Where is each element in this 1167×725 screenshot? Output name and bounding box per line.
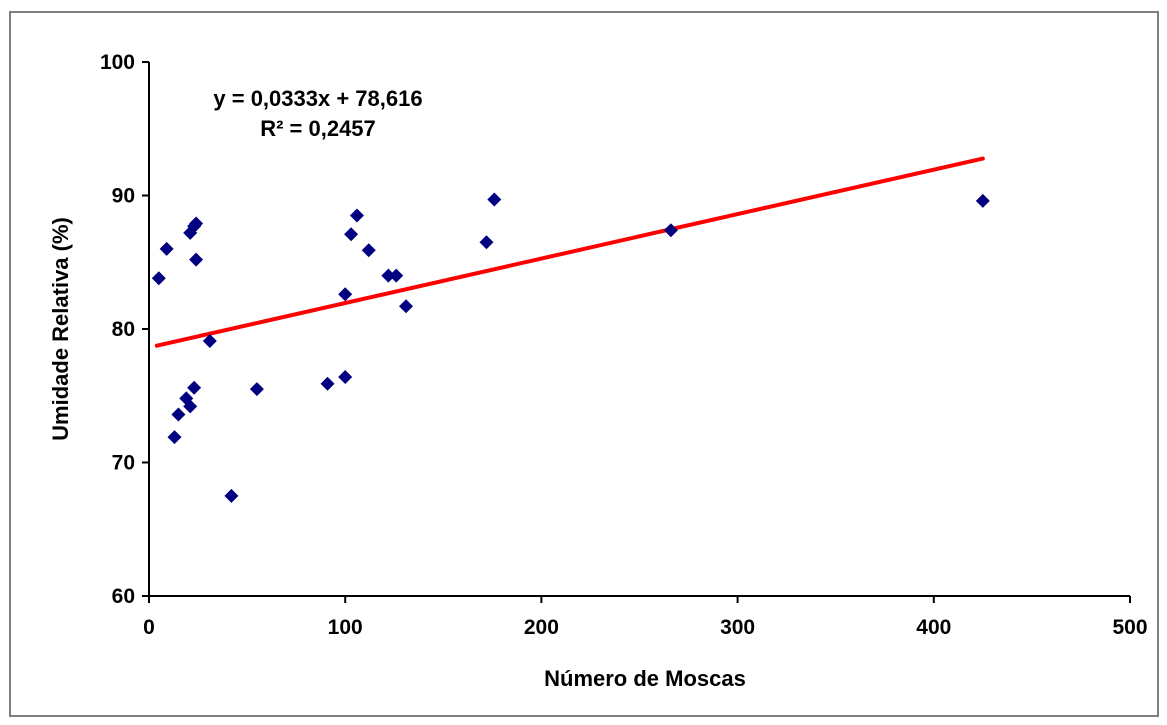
data-point [487, 192, 502, 207]
data-point [189, 252, 204, 267]
data-point [249, 382, 264, 397]
x-tick-label: 300 [720, 616, 755, 639]
data-point [381, 268, 396, 283]
data-point [479, 235, 494, 250]
data-point [338, 287, 353, 302]
x-tick-label: 200 [524, 616, 559, 639]
x-axis-title: Número de Moscas [544, 666, 746, 691]
x-tick-label: 400 [916, 616, 951, 639]
data-point [975, 193, 990, 208]
y-tick-label: 70 [112, 452, 135, 475]
chart-frame [9, 11, 1159, 717]
data-point [171, 407, 186, 422]
data-point [320, 376, 335, 391]
r-squared-label: R² = 0,2457 [260, 116, 376, 141]
x-tick-label: 500 [1112, 616, 1147, 639]
data-point [167, 430, 182, 445]
trendline-group [154, 156, 985, 348]
x-tick-label: 100 [328, 616, 363, 639]
data-point [151, 271, 166, 286]
trendline [154, 156, 985, 348]
axis-ticks: 60 70 80 90 100 0 100 200 300 400 500 [100, 51, 1148, 639]
data-points [151, 192, 990, 503]
data-point [344, 227, 359, 242]
data-point [663, 223, 678, 238]
y-tick-label: 90 [112, 185, 135, 208]
y-tick-label: 60 [112, 585, 135, 608]
data-point [349, 208, 364, 223]
y-tick-label: 100 [100, 51, 135, 74]
axes: 60 70 80 90 100 0 100 200 300 400 500 [100, 51, 1148, 639]
data-point [187, 380, 202, 395]
data-point [183, 399, 198, 414]
trendline-equation: y = 0,0333x + 78,616 [213, 86, 422, 111]
data-point [159, 241, 174, 256]
data-point [224, 488, 239, 503]
y-tick-label: 80 [112, 318, 135, 341]
data-point [399, 299, 414, 314]
data-point [361, 243, 376, 258]
data-point [338, 370, 353, 385]
data-point [189, 216, 204, 231]
data-point [389, 268, 404, 283]
y-axis-title: Umidade Relativa (%) [48, 217, 73, 441]
x-tick-label: 0 [143, 616, 155, 639]
data-point [202, 334, 217, 349]
